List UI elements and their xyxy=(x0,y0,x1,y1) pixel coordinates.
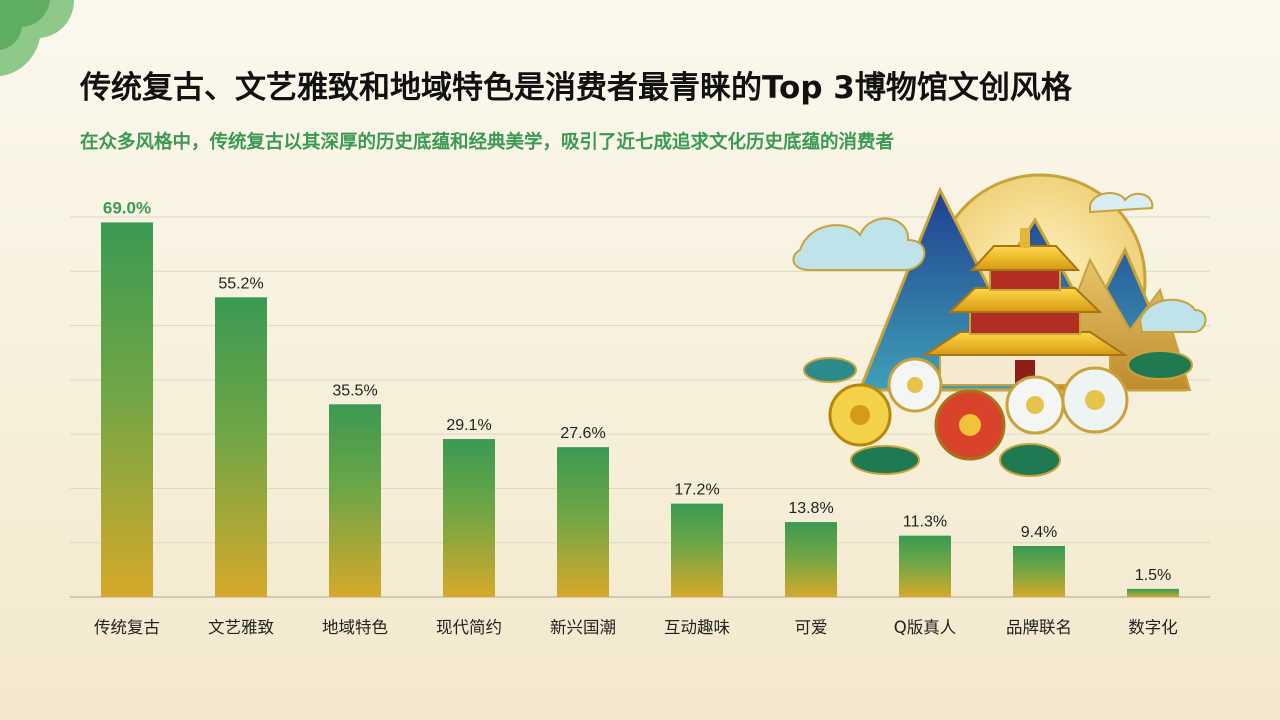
category-label-2: 地域特色 xyxy=(322,618,388,637)
value-label-0: 69.0% xyxy=(103,198,151,217)
category-label-5: 互动趣味 xyxy=(664,618,730,637)
bar-9 xyxy=(1127,588,1179,597)
bar-8 xyxy=(1013,545,1065,597)
value-label-4: 27.6% xyxy=(560,425,605,442)
bar-5 xyxy=(671,503,723,597)
value-labels: 69.0% 55.2% 35.5% 29.1% 27.6% 17.2% 13.8% 11.3%… xyxy=(103,198,1171,583)
value-label-1: 55.2% xyxy=(218,275,263,292)
palace-emblem-icon xyxy=(792,173,1207,477)
category-label-3: 现代简约 xyxy=(436,618,502,637)
bars xyxy=(101,222,1179,597)
bar-7 xyxy=(899,535,951,597)
value-label-7: 11.3% xyxy=(903,514,947,531)
category-label-0: 传统复古 xyxy=(94,618,160,637)
category-ticks: 传统复古 文艺雅致 地域特色 现代简约 新兴国潮 互动趣味 可爱 Q版真人 品牌联名 数字化 xyxy=(94,618,1178,637)
value-label-6: 13.8% xyxy=(788,500,833,517)
page-subtitle: 在众多风格中，传统复古以其深厚的历史底蕴和经典美学，吸引了近七成追求文化历史底蕴… xyxy=(80,132,895,153)
category-label-1: 文艺雅致 xyxy=(208,618,274,637)
leaf-corner-icon xyxy=(0,0,74,76)
page-title: 传统复古、文艺雅致和地域特色是消费者最青睐的Top 3博物馆文创风格 xyxy=(80,70,1072,106)
value-label-9: 1.5% xyxy=(1135,567,1171,584)
value-label-3: 29.1% xyxy=(446,417,491,434)
category-label-8: 品牌联名 xyxy=(1006,618,1072,637)
category-label-9: 数字化 xyxy=(1128,618,1178,637)
category-label-4: 新兴国潮 xyxy=(550,618,616,637)
bar-6 xyxy=(785,522,837,597)
category-label-6: 可爱 xyxy=(795,618,828,637)
category-label-7: Q版真人 xyxy=(894,618,957,637)
bar-2 xyxy=(329,404,381,597)
bar-3 xyxy=(443,439,495,597)
bar-0 xyxy=(101,222,153,597)
value-label-5: 17.2% xyxy=(674,482,719,499)
value-label-8: 9.4% xyxy=(1021,524,1057,541)
bar-4 xyxy=(557,447,609,597)
bar-1 xyxy=(215,297,267,597)
value-label-2: 35.5% xyxy=(332,382,377,399)
